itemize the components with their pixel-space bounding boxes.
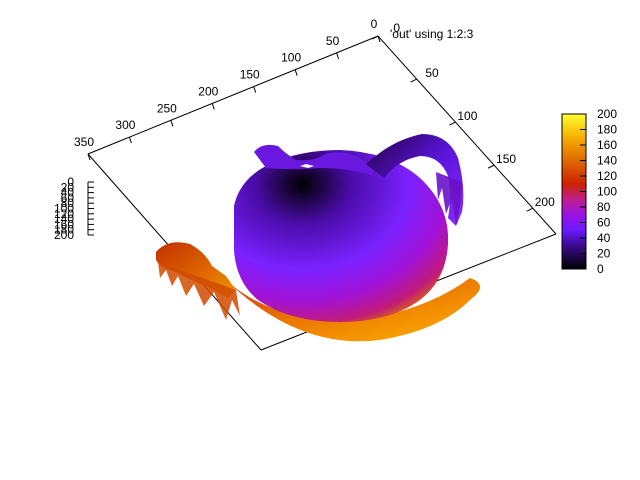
y-tick-label: 50 <box>326 34 340 48</box>
z-tick-label: 40 <box>61 186 75 200</box>
y-tick-mark <box>170 120 174 127</box>
y-tick-label: 0 <box>371 17 378 31</box>
base-edge-top <box>87 35 379 155</box>
x-tick-label: 150 <box>496 152 516 166</box>
z-tick-label: 100 <box>54 202 74 216</box>
x-tick-label: 0 <box>393 21 400 35</box>
z-tick-label: 140 <box>54 212 74 226</box>
x-tick-mark <box>410 78 417 83</box>
x-tick-label: 200 <box>535 195 555 209</box>
colorbar-tick-label: 60 <box>597 216 611 230</box>
y-tick-mark <box>336 52 340 60</box>
colorbar-tick-label: 20 <box>597 247 611 261</box>
z-tick-label: 20 <box>61 180 75 194</box>
teapot-handle <box>366 134 464 226</box>
z-tick-label: 180 <box>54 223 74 237</box>
base-rings <box>228 278 480 342</box>
x-tick-mark <box>371 35 379 40</box>
handle-drips <box>436 172 462 226</box>
z-tick-label: 60 <box>61 191 75 205</box>
x-tick-mark <box>526 207 534 212</box>
colorbar-tick-label: 200 <box>597 107 617 121</box>
lid-knob <box>300 164 314 168</box>
x-axis-ticks: 0 50 100 150 200 <box>371 21 555 212</box>
y-tick-label: 200 <box>198 84 218 98</box>
y-tick-mark <box>128 136 132 144</box>
colorbar-tick-label: 80 <box>597 200 611 214</box>
x-tick-mark <box>487 164 495 169</box>
base-edge-right <box>377 35 557 235</box>
y-tick-mark <box>294 69 298 76</box>
y-tick-label: 250 <box>157 101 177 115</box>
colorbar-tick-label: 180 <box>597 123 617 137</box>
colorbar-tick-label: 0 <box>597 262 604 276</box>
y-tick-label: 350 <box>74 135 94 149</box>
z-tick-label: 160 <box>54 217 74 231</box>
z-tick-label: 120 <box>54 207 74 221</box>
z-tick-label: 80 <box>61 196 75 210</box>
y-tick-mark <box>377 35 381 43</box>
y-tick-mark <box>211 103 215 110</box>
colorbar-tick-label: 120 <box>597 169 617 183</box>
y-tick-mark <box>87 153 91 161</box>
x-tick-label: 50 <box>425 66 439 80</box>
colorbar-tick-label: 100 <box>597 185 617 199</box>
y-tick-label: 100 <box>281 51 301 65</box>
teapot-body <box>234 150 449 322</box>
x-tick-mark <box>449 121 456 126</box>
colorbar-tick-label: 160 <box>597 138 617 152</box>
spout-drips <box>158 262 240 320</box>
x-tick-label: 100 <box>457 109 477 123</box>
y-tick-label: 300 <box>115 118 135 132</box>
teapot-lid <box>254 144 374 176</box>
colorbar-tick-label: 40 <box>597 231 611 245</box>
y-tick-label: 150 <box>240 68 260 82</box>
z-tick-label: 200 <box>54 228 74 242</box>
plot-key-label: 'out' using 1:2:3 <box>390 27 474 41</box>
y-tick-mark <box>253 86 257 93</box>
y-axis-ticks: 0 50 100 150 200 250 300 350 <box>74 17 381 161</box>
colorbar-tick-label: 140 <box>597 154 617 168</box>
teapot-surface <box>156 134 480 342</box>
z-tick-label: 0 <box>67 175 74 189</box>
